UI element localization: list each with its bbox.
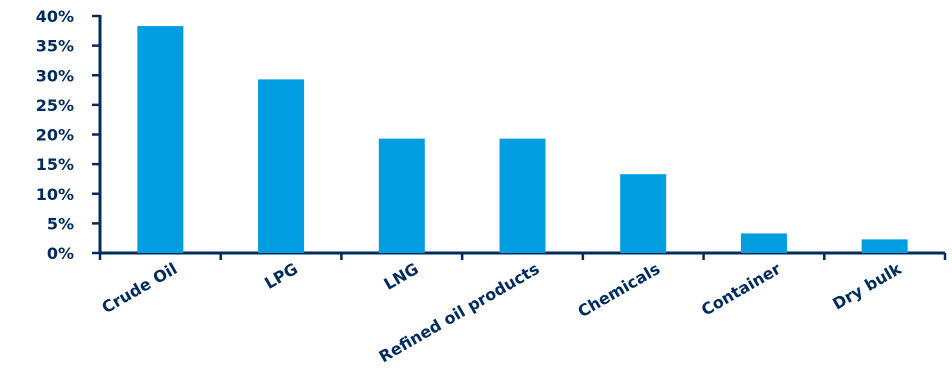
y-axis-tick-labels: 0% 5% 10% 15% 20% 25% 30% 35% 40% (36, 7, 74, 263)
bar (861, 239, 908, 253)
y-tick-label: 0% (47, 244, 74, 263)
bar (620, 174, 667, 253)
y-tick-label: 5% (47, 214, 74, 233)
x-tick-label: Chemicals (575, 259, 664, 321)
chart-bars (137, 26, 908, 254)
x-tick-label: LPG (261, 259, 301, 293)
y-tick-label: 20% (36, 126, 74, 145)
bar (740, 233, 787, 253)
x-tick-label: Dry bulk (829, 259, 905, 314)
y-tick-label: 15% (36, 155, 74, 174)
y-tick-label: 35% (36, 37, 74, 56)
bar (258, 79, 305, 254)
x-tick-label: LNG (380, 259, 421, 294)
bar (378, 138, 425, 253)
y-tick-label: 30% (36, 66, 74, 85)
x-tick-label: Crude Oil (99, 259, 181, 317)
y-tick-label: 40% (36, 7, 74, 26)
bar (499, 138, 546, 253)
bar (137, 26, 184, 254)
y-tick-label: 25% (36, 96, 74, 115)
y-tick-label: 10% (36, 185, 74, 204)
x-tick-label: Container (698, 259, 784, 320)
